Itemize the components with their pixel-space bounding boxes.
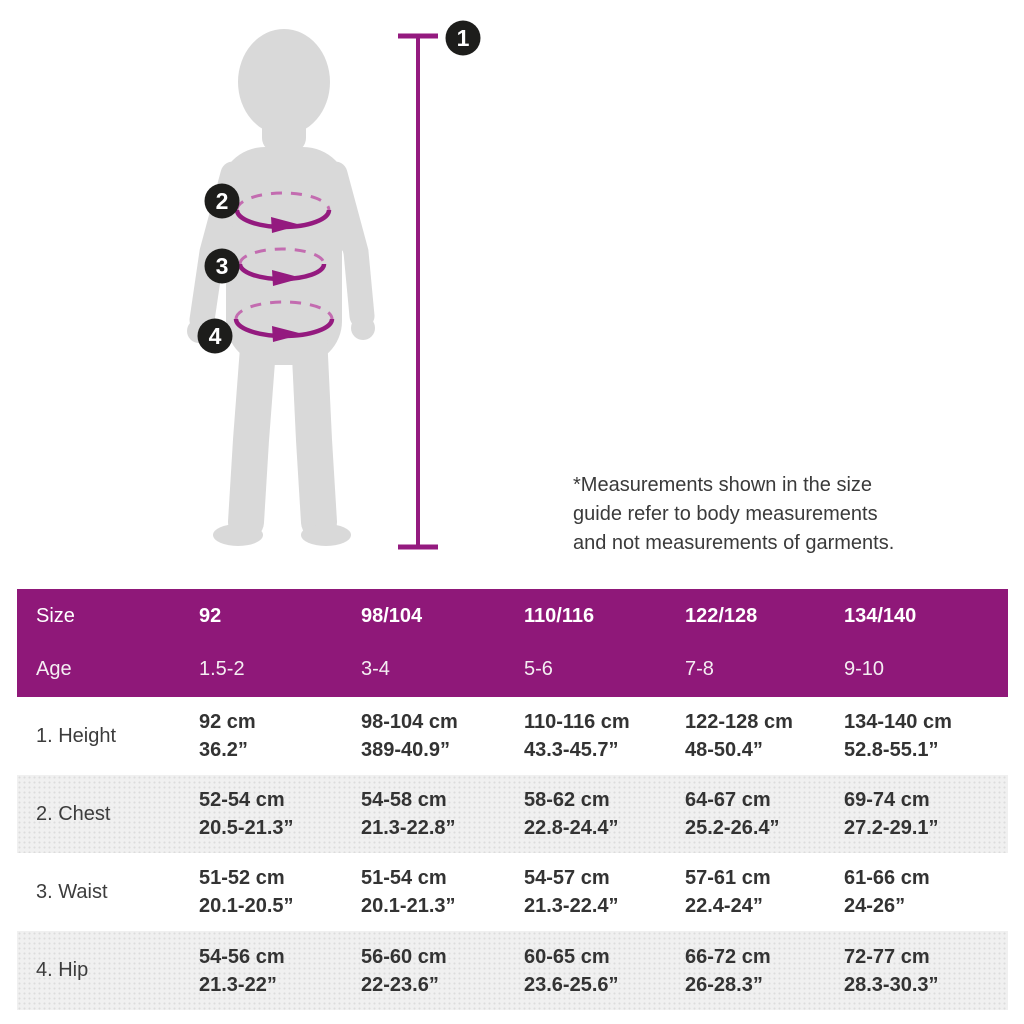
table-cell: 69-74 cm 27.2-29.1” [844,789,939,839]
row-label: 2. Chest [36,802,111,825]
table-cell: 61-66 cm 24-26” [844,867,930,917]
hip-measure-ellipse [233,300,335,342]
size-value: 92 [199,605,222,627]
header-label-cell: Size Age [17,589,180,697]
size-value: 134/140 [844,605,917,627]
child-silhouette [187,29,375,546]
badge-2-chest-icon [204,183,240,219]
chest-measure-ellipse [234,191,332,233]
table-cell: 56-60 cm 22-23.6” [361,945,447,996]
table-cell: 98-104 cm 389-40.9” [361,711,458,761]
height-row: 1. Height 92 cm 36.2” 98-104 cm 389-40.9” … [17,697,1008,775]
hip-row: 4. Hip 54-56 cm 21.3-22” 56-60 cm 22-23.6”… [17,931,1008,1010]
badge-2-label: 2 [216,188,229,214]
age-row-label: Age [36,658,72,680]
row-label: 1. Height [36,724,117,747]
table-cell: 134-140 cm 52.8-55.1” [844,711,952,761]
table-cell: 51-54 cm 20.1-21.3” [361,867,456,917]
header-col-92: 92 1.5-2 [180,589,342,697]
measure-badges: 1 2 3 4 [197,20,481,354]
size-value: 98/104 [361,605,423,627]
badge-3-label: 3 [216,253,229,279]
size-row-label: Size [36,605,75,627]
table-cell: 52-54 cm 20.5-21.3” [199,789,294,839]
table-cell: 57-61 cm 22.4-24” [685,867,771,917]
badge-1-height-icon [445,20,481,56]
body-measurement-diagram: 1 2 3 4 [187,20,481,550]
chest-row: 2. Chest 52-54 cm 20.5-21.3” 54-58 cm 21.3… [17,775,1008,853]
table-cell: 54-56 cm 21.3-22” [199,945,285,996]
badge-3-waist-icon [204,248,240,284]
header-col-110-116: 110/116 5-6 [505,589,666,697]
table-cell: 110-116 cm 43.3-45.7” [524,711,630,761]
table-cell: 54-57 cm 21.3-22.4” [524,867,619,917]
table-cell: 64-67 cm 25.2-26.4” [685,789,780,839]
table-cell: 66-72 cm 26-28.3” [685,945,771,996]
table-cell: 72-77 cm 28.3-30.3” [844,945,939,996]
badge-4-label: 4 [209,323,222,349]
table-cell: 92 cm 36.2” [199,711,256,761]
size-table-header: Size Age 92 1.5-2 98/104 3-4 [17,589,1008,697]
size-chart-table: Size Age 92 1.5-2 98/104 3-4 [17,589,1008,1010]
header-row: Size Age 92 1.5-2 98/104 3-4 [17,589,1008,697]
row-label: 4. Hip [36,959,89,981]
badge-4-hip-icon [197,318,233,354]
waist-measure-ellipse [237,247,327,286]
age-value: 9-10 [844,658,885,680]
badge-1-label: 1 [457,25,470,51]
header-col-134-140: 134/140 9-10 [825,589,1008,697]
header-col-122-128: 122/128 7-8 [666,589,825,697]
table-cell: 51-52 cm 20.1-20.5” [199,867,294,917]
measurement-disclaimer-note: *Measurements shown in the size guide re… [573,474,895,554]
table-cell: 122-128 cm 48-50.4” [685,711,793,761]
age-value: 5-6 [524,658,553,680]
table-cell: 54-58 cm 21.3-22.8” [361,789,456,839]
table-cell: 60-65 cm 23.6-25.6” [524,945,619,996]
age-value: 1.5-2 [199,658,245,680]
waist-row: 3. Waist 51-52 cm 20.1-20.5” 51-54 cm 20.1… [17,853,1008,931]
age-value: 3-4 [361,658,390,680]
table-cell: 58-62 cm 22.8-24.4” [524,789,619,839]
header-col-98-104: 98/104 3-4 [342,589,505,697]
height-measure-line [398,33,438,550]
size-value: 122/128 [685,605,758,627]
row-label: 3. Waist [36,880,108,903]
age-value: 7-8 [685,658,714,680]
size-value: 110/116 [524,605,595,627]
